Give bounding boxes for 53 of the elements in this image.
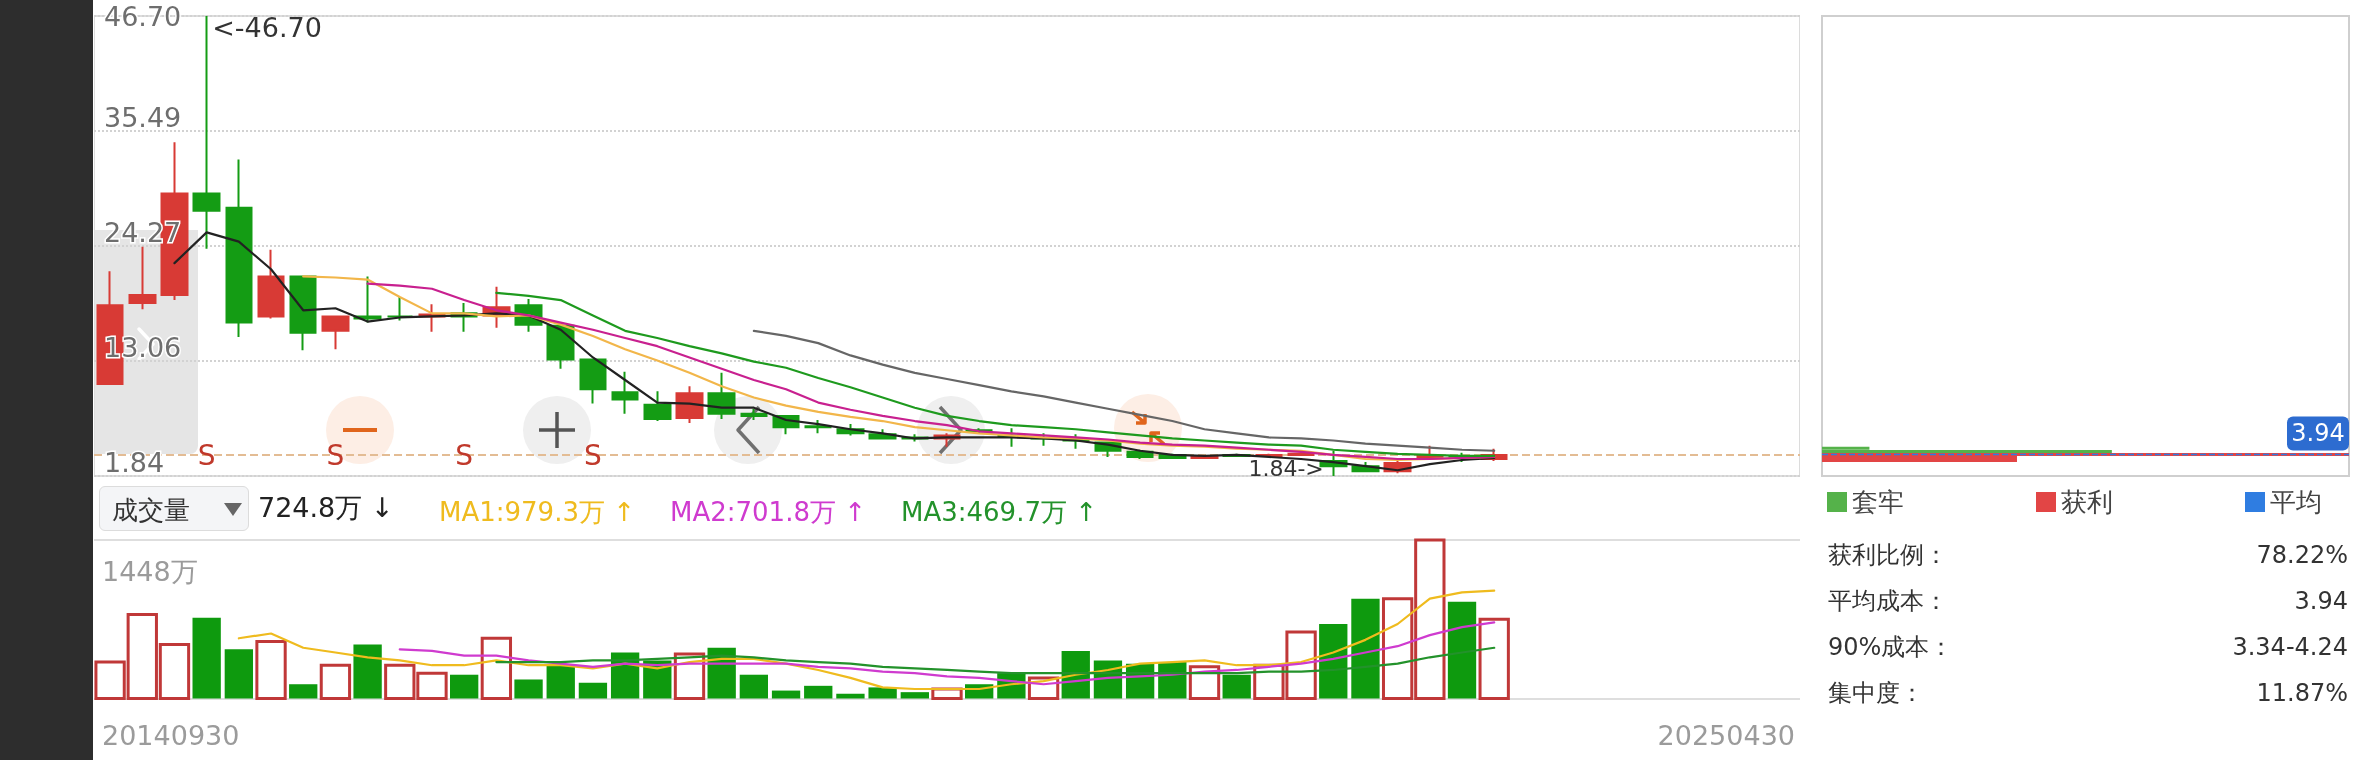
y-tick-label: 46.70	[104, 0, 182, 32]
annotation: 1.84->	[1248, 455, 1324, 481]
annotation: 3.94	[2291, 419, 2345, 448]
text: 3.94	[2294, 587, 2348, 615]
bar	[739, 674, 769, 699]
y-tick-label: 35.49	[104, 101, 182, 133]
legend-label: 获利	[2061, 487, 2113, 517]
bar	[804, 685, 833, 699]
bar	[192, 617, 221, 699]
bar	[450, 674, 479, 699]
text: 集中度：	[1828, 678, 1924, 709]
annotation: 1448万	[102, 556, 198, 587]
bar	[931, 687, 963, 700]
bar	[868, 687, 897, 699]
text: 11.87%	[2256, 679, 2348, 707]
chart-title: 成交量	[112, 494, 190, 527]
bar	[771, 690, 801, 699]
text: MA2:701.8万 ↑	[670, 497, 867, 527]
text: 3.34-4.24	[2232, 633, 2348, 661]
text: MA1:979.3万 ↑	[439, 497, 636, 527]
annotation: <-46.70	[212, 11, 322, 43]
text: 78.22%	[2256, 541, 2348, 569]
bar	[353, 644, 382, 699]
bar	[1478, 617, 1510, 700]
text: MA3:469.7万 ↑	[901, 497, 1098, 527]
legend-label: 套牢	[1852, 487, 1904, 517]
bar	[289, 684, 318, 699]
bar	[1319, 624, 1348, 699]
bar	[546, 665, 575, 699]
bar	[900, 692, 929, 699]
bar	[1222, 674, 1251, 699]
bar	[224, 649, 254, 699]
dropdown: 成交量	[99, 486, 249, 531]
bar	[1351, 598, 1380, 699]
y-tick-label: 1.84	[104, 447, 165, 478]
annotation: S	[326, 438, 345, 472]
annotation: S	[197, 438, 216, 472]
text: 724.8万 ↓	[258, 492, 394, 523]
legend-label: 平均	[2270, 487, 2322, 517]
text: 90%成本：	[1828, 632, 1954, 663]
text: 平均成本：	[1828, 586, 1948, 617]
bar	[1447, 601, 1477, 699]
bar	[255, 639, 287, 700]
annotation: S	[455, 438, 474, 472]
bar	[836, 693, 865, 699]
annotation: S	[584, 438, 602, 472]
text: 获利比例：	[1828, 540, 1948, 571]
bar	[1822, 459, 2017, 463]
bar	[1822, 449, 2112, 453]
bar	[514, 679, 543, 699]
text: 20250430	[1657, 720, 1796, 751]
text: 20140930	[102, 720, 240, 751]
bar	[578, 682, 608, 699]
